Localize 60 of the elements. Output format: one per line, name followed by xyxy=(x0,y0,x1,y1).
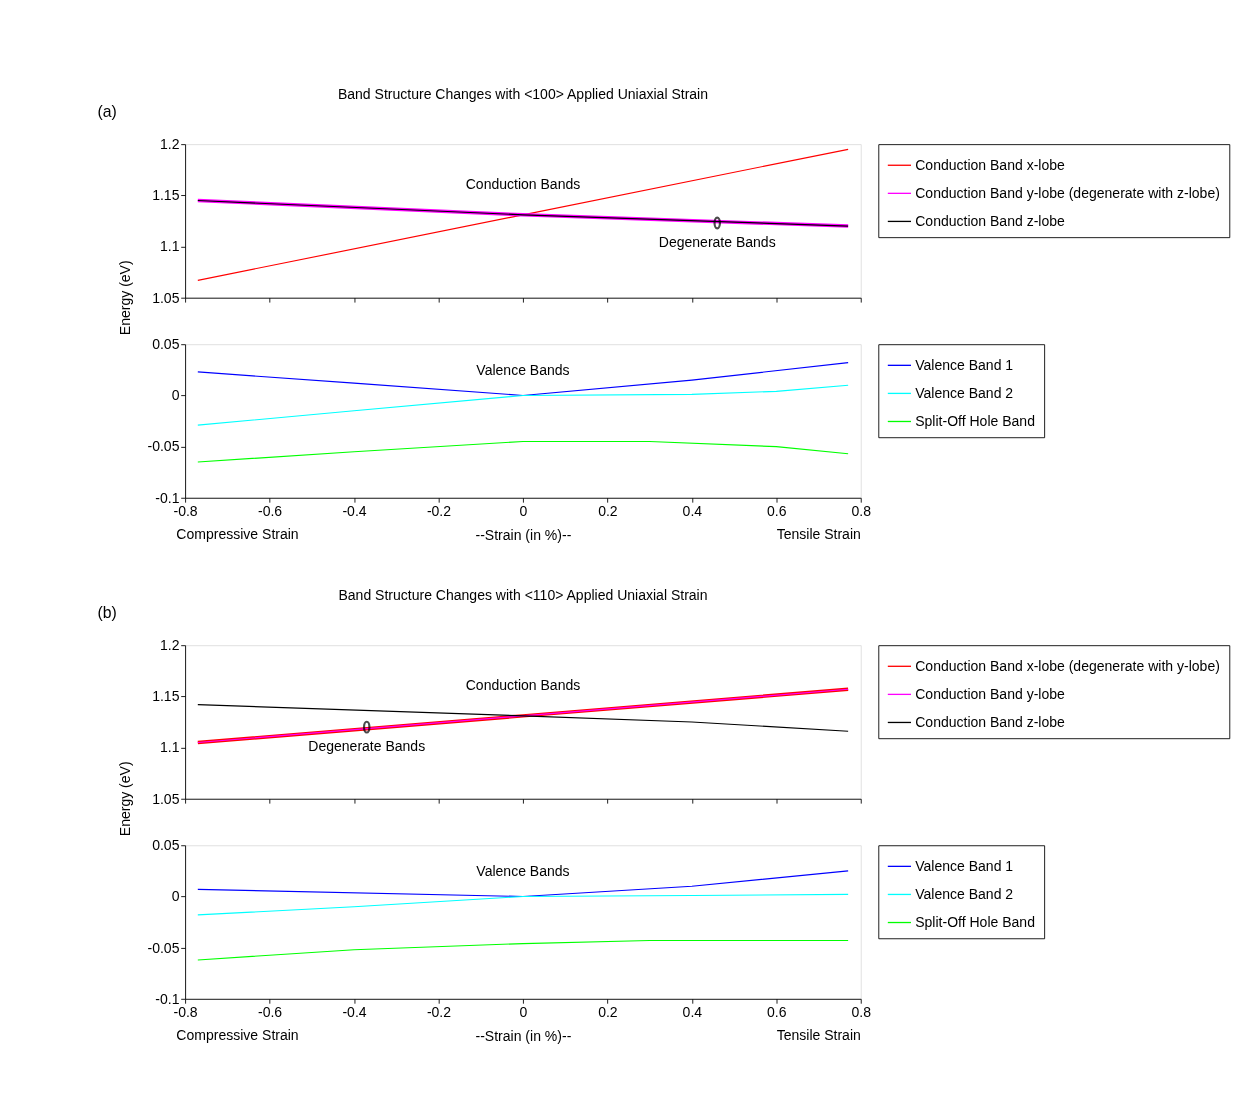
x-tick-label: 0.8 xyxy=(851,1003,872,1020)
legend-label: Conduction Band z-lobe xyxy=(915,212,1066,229)
x-tick-label: -0.6 xyxy=(257,502,283,519)
x-tick-label: 0 xyxy=(519,502,528,519)
x-tick-label: 0.2 xyxy=(598,1003,618,1020)
y-axis-title: Energy (eV) xyxy=(116,260,133,336)
legend-label: Conduction Band y-lobe (degenerate with z-lobe) xyxy=(915,184,1220,201)
y-tick-label: 1.1 xyxy=(159,238,180,255)
legend-label: Valence Band 2 xyxy=(915,384,1014,401)
legend-label: Split-Off Hole Band xyxy=(915,412,1035,429)
x-tick-label: -0.2 xyxy=(426,502,452,519)
x-tick-label: -0.2 xyxy=(426,1003,452,1020)
y-tick-label: 0.05 xyxy=(152,837,180,854)
x-tick-label: -0.4 xyxy=(342,502,367,519)
text: Tensile Strain xyxy=(776,526,861,543)
x-tick-label: 0.6 xyxy=(767,502,787,519)
annotation: Degenerate Bands xyxy=(658,233,776,250)
y-tick-label: -0.05 xyxy=(147,438,180,455)
chart-title: Band Structure Changes with <100> Applied Uniaxial Strain xyxy=(337,85,709,102)
annotation: Valence Bands xyxy=(476,361,570,378)
legend-label: Conduction Band y-lobe xyxy=(915,685,1066,702)
y-tick-label: 0 xyxy=(171,387,180,404)
legend-label: Conduction Band x-lobe xyxy=(915,156,1066,173)
annotation: Conduction Bands xyxy=(465,175,581,192)
text: Compressive Strain xyxy=(176,1027,299,1044)
x-tick-label: -0.4 xyxy=(342,1003,367,1020)
text: (a) xyxy=(97,103,117,120)
y-tick-label: 1.05 xyxy=(152,790,180,807)
x-tick-label: 0.6 xyxy=(767,1003,787,1020)
chart-title: Band Structure Changes with <110> Applied Uniaxial Strain xyxy=(338,586,708,603)
y-tick-label: 1.1 xyxy=(159,739,180,756)
legend-label: Valence Band 1 xyxy=(915,356,1014,373)
y-tick-label: -0.05 xyxy=(147,939,180,956)
text: Compressive Strain xyxy=(176,526,299,543)
y-tick-label: 1.15 xyxy=(152,187,180,204)
y-tick-label: 1.05 xyxy=(152,289,180,306)
text: (b) xyxy=(97,604,117,622)
legend-label: Split-Off Hole Band xyxy=(915,913,1035,930)
x-axis-title: --Strain (in %)-- xyxy=(475,527,572,544)
legend-label: Valence Band 1 xyxy=(915,857,1014,874)
x-tick-label: -0.6 xyxy=(257,1003,283,1020)
legend-label: Conduction Band z-lobe xyxy=(915,713,1066,730)
y-tick-label: 1.15 xyxy=(152,688,180,705)
annotation: Valence Bands xyxy=(476,863,570,880)
annotation: Degenerate Bands xyxy=(308,737,426,754)
legend-label: Conduction Band x-lobe (degenerate with y-lobe) xyxy=(915,657,1220,674)
y-tick-label: 0.05 xyxy=(152,336,180,353)
x-axis-title: --Strain (in %)-- xyxy=(475,1028,572,1045)
y-tick-label: 0 xyxy=(171,888,180,905)
x-tick-label: 0.8 xyxy=(851,502,872,519)
x-tick-label: 0.4 xyxy=(682,1003,703,1020)
y-tick-label: 1.2 xyxy=(159,637,180,654)
annotation: Conduction Bands xyxy=(465,676,581,693)
x-tick-label: 0.2 xyxy=(598,502,618,519)
legend-label: Valence Band 2 xyxy=(915,885,1014,902)
x-tick-label: 0 xyxy=(519,1003,528,1020)
text: Tensile Strain xyxy=(776,1027,861,1044)
y-tick-label: 1.2 xyxy=(159,136,180,153)
y-axis-title: Energy (eV) xyxy=(116,761,133,837)
x-tick-label: 0.4 xyxy=(682,502,703,519)
